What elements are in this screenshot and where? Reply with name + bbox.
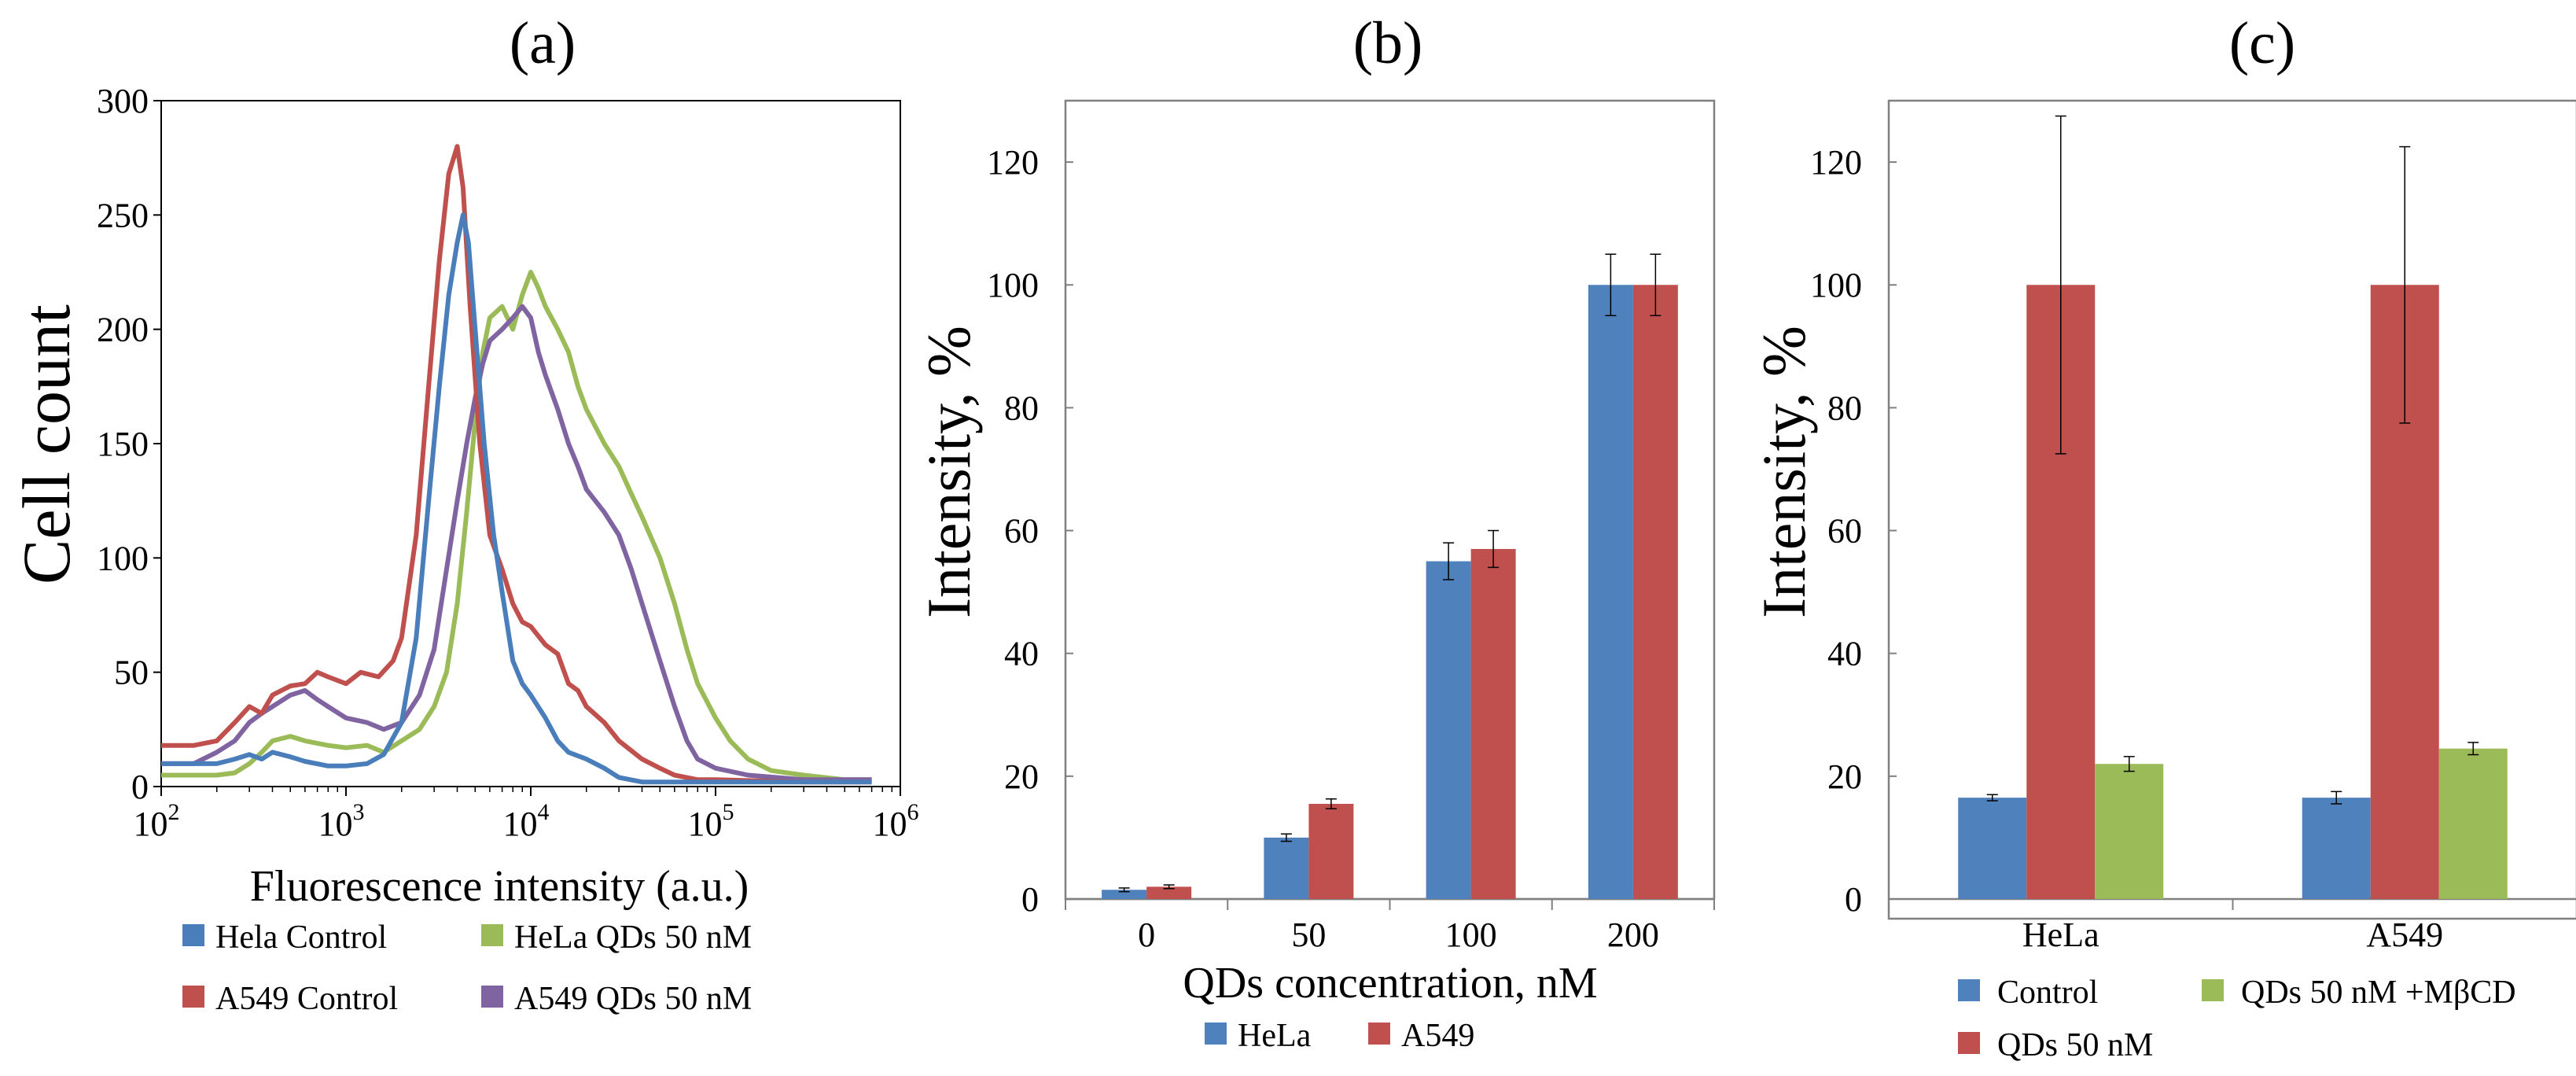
panel-c-plot-frame — [1887, 99, 2576, 920]
legend-swatch-qds-mbcd — [2202, 979, 2224, 1001]
panel-a-y-tick-label: 300 — [97, 82, 149, 120]
legend-swatch-qds — [1958, 1032, 1980, 1054]
panel-b-category-label: 200 — [1607, 916, 1659, 954]
legend-swatch-hela — [1205, 1023, 1227, 1045]
series-line-a549-qds-50-nm — [161, 304, 872, 783]
panel-c-category-label: A549 — [2366, 916, 2443, 954]
bar-qds-50-nm-m-cd-a549 — [2438, 748, 2508, 899]
bar-hela-50 — [1264, 837, 1309, 899]
legend-label-hela-control: Hela Control — [215, 919, 387, 956]
legend-label-qds-mbcd: QDs 50 nM +MβCD — [2241, 975, 2516, 1011]
panel-b-category-label: 0 — [1138, 916, 1155, 954]
panel-c-y-axis-title: Intensity, % — [1750, 326, 1818, 618]
legend-swatch-hela-qds — [481, 924, 503, 946]
legend-swatch-control — [1958, 979, 1980, 1001]
panel-c-legend: Control QDs 50 nM +MβCD QDs 50 nM — [1958, 975, 2516, 1063]
panel-c-y-tick-label: 60 — [1827, 512, 1862, 551]
bar-a549-100 — [1470, 548, 1516, 899]
panel-a-x-tick-label: 102 — [134, 799, 180, 843]
legend-label-a549-control: A549 Control — [215, 981, 398, 1017]
panel-b-y-tick-label: 60 — [1004, 512, 1039, 551]
bar-hela-0 — [1102, 890, 1147, 899]
panel-b-y-tick-label: 20 — [1004, 757, 1039, 796]
panel-a-x-tick-label: 105 — [688, 799, 734, 843]
bar-hela-100 — [1426, 561, 1471, 899]
series-line-a549-control — [161, 144, 872, 785]
panel-a-title: (a) — [510, 10, 576, 76]
bar-control-a549 — [2302, 798, 2371, 899]
legend-label-a549: A549 — [1401, 1018, 1474, 1054]
legend-label-qds: QDs 50 nM — [1997, 1027, 2153, 1063]
legend-label-hela: HeLa — [1238, 1018, 1312, 1054]
panel-b-title: (b) — [1353, 10, 1423, 76]
panel-c-y-tick-label: 20 — [1827, 757, 1862, 796]
panel-c-title: (c) — [2229, 10, 2295, 76]
panel-a-y-axis-title: Cell count — [9, 304, 84, 584]
panel-a-legend: Hela Control HeLa QDs 50 nM A549 Control… — [182, 919, 752, 1017]
panel-b-y-tick-label: 120 — [987, 143, 1039, 182]
panel-b-legend: HeLa A549 — [1205, 1018, 1474, 1054]
panel-a-y-tick-label: 50 — [114, 654, 149, 692]
panel-b-category-label: 100 — [1445, 916, 1497, 954]
legend-swatch-hela-control — [182, 924, 204, 946]
legend-label-a549-qds: A549 QDs 50 nM — [514, 981, 752, 1017]
legend-swatch-a549-qds — [481, 986, 503, 1008]
panel-b-y-tick-label: 40 — [1004, 635, 1039, 673]
legend-label-hela-qds: HeLa QDs 50 nM — [514, 919, 752, 956]
bar-hela-200 — [1588, 285, 1633, 899]
panel-a-y-tick-label: 150 — [97, 425, 149, 463]
panel-a-y-tick-label: 200 — [97, 311, 149, 349]
series-line-hela-control — [161, 212, 872, 785]
series-line-hela-qds-50-nm — [161, 270, 872, 783]
panel-c-y-tick-label: 80 — [1827, 389, 1862, 427]
legend-swatch-a549-control — [182, 986, 204, 1008]
panel-a-x-axis-title: Fluorescence intensity (a.u.) — [250, 862, 749, 911]
panel-a-y-tick-label: 0 — [131, 768, 149, 806]
panel-b-x-axis-title: QDs concentration, nM — [1183, 959, 1597, 1008]
bar-qds-50-nm-m-cd-hela — [2095, 764, 2164, 899]
panel-b-y-tick-label: 100 — [987, 266, 1039, 304]
panel-c-y-tick-label: 40 — [1827, 635, 1862, 673]
bar-a549-0 — [1146, 886, 1192, 899]
panel-a-x-tick-label: 103 — [318, 799, 365, 843]
panel-c-category-label: HeLa — [2022, 916, 2099, 954]
panel-a-y-tick-label: 100 — [97, 539, 149, 577]
panel-c-y-tick-label: 120 — [1810, 143, 1862, 182]
panel-b-y-tick-label: 80 — [1004, 389, 1039, 427]
panel-a-x-tick-label: 106 — [873, 799, 919, 843]
panel-c: (c) 0 20 40 60 80 100 120 HeLa A549 Intensity, … — [1750, 10, 2576, 1063]
panel-a-plot-frame — [160, 100, 901, 787]
panel-b-y-axis-title: Intensity, % — [914, 326, 983, 618]
panel-c-y-tick-label: 0 — [1845, 880, 1862, 919]
bar-a549-50 — [1308, 803, 1354, 899]
legend-label-control: Control — [1997, 975, 2098, 1011]
panel-b-category-label: 50 — [1291, 916, 1326, 954]
panel-b: (b) 0 20 40 60 80 100 120 0 50 100 200 Intensity,… — [914, 10, 1716, 1054]
panel-a-y-tick-label: 250 — [97, 196, 149, 234]
bar-a549-200 — [1632, 285, 1678, 899]
panel-a: (a) 0 50 100 150 200 250 300 102 103 104 105 106 C… — [9, 10, 919, 1017]
legend-swatch-a549 — [1368, 1023, 1390, 1045]
panel-c-y-tick-label: 100 — [1810, 266, 1862, 304]
bar-control-hela — [1958, 798, 2027, 899]
panel-b-y-tick-label: 0 — [1021, 880, 1039, 919]
panel-a-x-tick-label: 104 — [503, 799, 550, 843]
